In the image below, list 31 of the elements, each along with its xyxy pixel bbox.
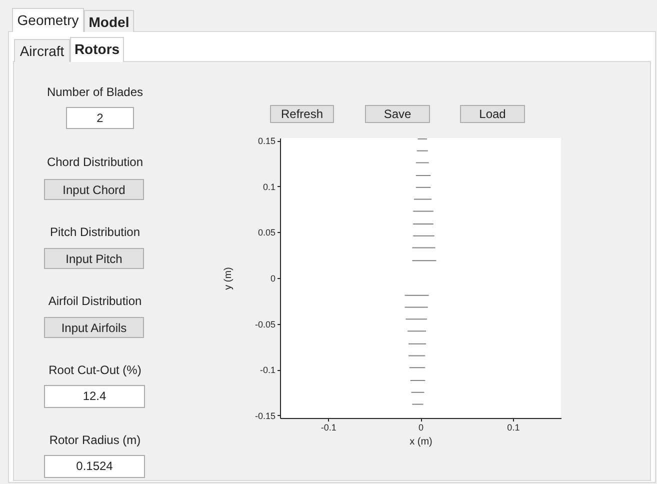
- text: Aircraft: [14, 39, 70, 62]
- x-tick-label: -0.1: [320, 422, 336, 432]
- y-tick-label: -0.1: [260, 365, 276, 376]
- y-tick-label: 0.05: [258, 228, 276, 238]
- text: Rotor Radius (m): [48, 433, 142, 447]
- text: 12.4: [44, 385, 145, 408]
- y-tick-label: 0: [270, 274, 276, 284]
- text: Rotors: [70, 37, 124, 62]
- text: Geometry: [12, 8, 84, 32]
- text: Input Airfoils: [44, 317, 144, 338]
- y-axis-title: y (m): [222, 267, 234, 290]
- y-tick-label: -0.15: [254, 410, 276, 421]
- text: Pitch Distribution: [48, 225, 142, 239]
- text: 2: [66, 107, 134, 129]
- x-tick-label: 0: [418, 422, 424, 432]
- x-axis-title: x (m): [410, 436, 432, 448]
- text: Refresh: [270, 105, 334, 123]
- y-tick-label: 0.15: [258, 136, 276, 146]
- text: Load: [460, 105, 525, 123]
- y-tick-label: -0.05: [254, 319, 276, 330]
- text: Root Cut-Out (%): [48, 363, 142, 377]
- x-tick-label: 0.1: [507, 422, 520, 432]
- text: Chord Distribution: [46, 155, 144, 169]
- text: Model: [84, 10, 134, 32]
- text: Number of Blades: [46, 85, 144, 99]
- text: Input Chord: [44, 179, 144, 200]
- text: Save: [365, 105, 430, 123]
- text: Airfoil Distribution: [47, 294, 143, 308]
- text: 0.1524: [44, 455, 145, 478]
- y-tick-label: 0.1: [262, 182, 276, 192]
- text: Input Pitch: [44, 248, 144, 269]
